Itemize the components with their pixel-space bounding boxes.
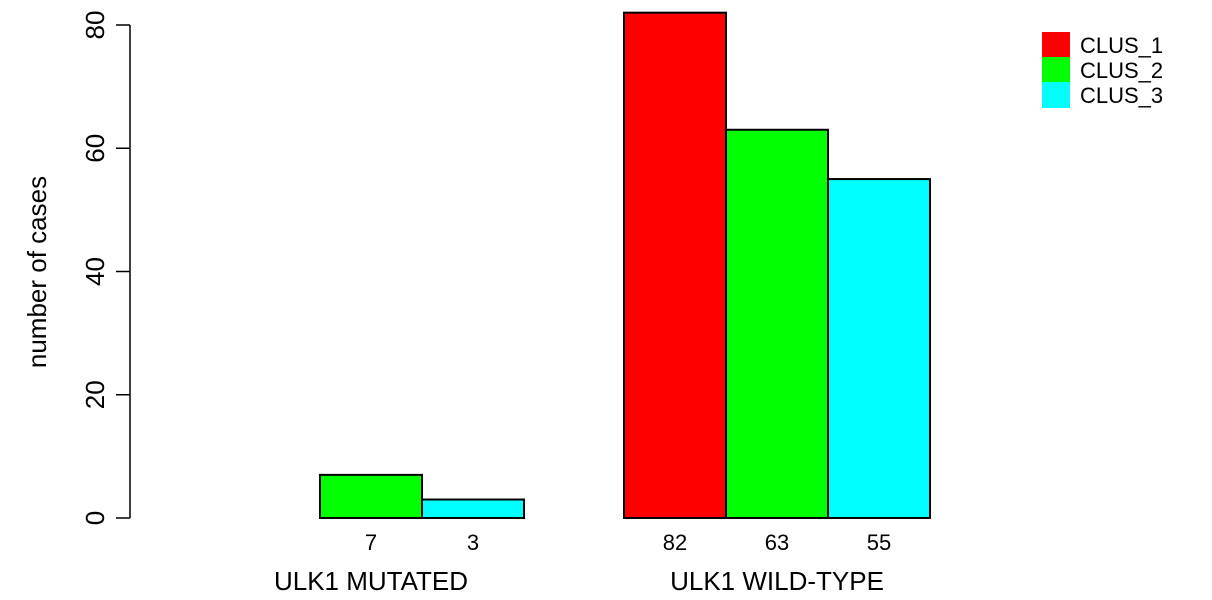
bar-value-label: 55: [867, 530, 891, 555]
y-axis: 0 20 40 60 80: [80, 11, 131, 525]
legend-label: CLUS_3: [1080, 83, 1163, 108]
y-tick-label: 40: [80, 257, 110, 286]
bar-clus-2: [319, 473, 423, 519]
group-label: ULK1 MUTATED: [274, 566, 468, 596]
bar-value-label: 63: [765, 530, 789, 555]
bar-clus-3: [827, 178, 931, 519]
bar-value-label: 7: [365, 530, 377, 555]
value-labels: 7 3 82 63 55: [365, 530, 891, 555]
bars: [319, 11, 931, 520]
y-tick-label: 80: [80, 11, 110, 40]
bar-clus-2: [725, 128, 829, 519]
y-tick-label: 60: [80, 134, 110, 163]
legend-swatch-clus-2: [1042, 57, 1070, 83]
legend-label: CLUS_2: [1080, 58, 1163, 83]
bar-clus-1: [623, 11, 727, 520]
legend-swatch-clus-1: [1042, 32, 1070, 58]
bar-value-label: 82: [663, 530, 687, 555]
legend-label: CLUS_1: [1080, 33, 1163, 58]
bar-value-label: 3: [467, 530, 479, 555]
bar-clus-3: [421, 498, 525, 520]
y-tick-label: 20: [80, 380, 110, 409]
group-labels: ULK1 MUTATED ULK1 WILD-TYPE: [274, 566, 884, 596]
group-label: ULK1 WILD-TYPE: [670, 566, 884, 596]
y-tick-label: 0: [80, 511, 110, 525]
y-axis-label: number of cases: [22, 176, 52, 368]
legend-swatch-clus-3: [1042, 82, 1070, 108]
